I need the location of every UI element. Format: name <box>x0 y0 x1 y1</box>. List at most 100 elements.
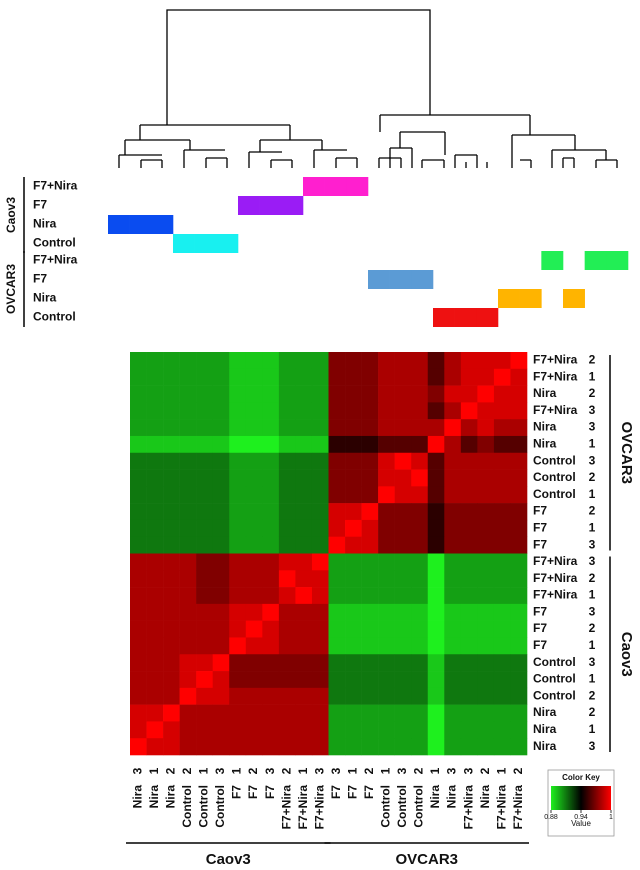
column-rep: 1 <box>345 767 359 774</box>
heatmap-cell <box>212 402 230 420</box>
row-label: Control <box>533 688 576 702</box>
row-label: Control <box>533 672 576 686</box>
heatmap-cell <box>163 654 180 672</box>
key-axis-label: Value <box>571 819 591 828</box>
heatmap-cell <box>510 352 528 370</box>
heatmap-cell <box>130 385 147 403</box>
heatmap-cell <box>361 620 379 638</box>
heatmap-cell <box>493 603 511 621</box>
heatmap-cell <box>262 704 280 722</box>
heatmap-cell <box>179 570 197 588</box>
heatmap-cell <box>262 469 280 487</box>
heatmap-cell <box>278 654 296 672</box>
heatmap-cell <box>130 469 147 487</box>
heatmap-cell <box>212 519 230 538</box>
heatmap-cell <box>378 536 395 554</box>
heatmap-cell <box>245 603 263 621</box>
heatmap-cell <box>328 671 346 689</box>
heatmap-cell <box>361 452 379 470</box>
heatmap-cell <box>311 435 329 454</box>
annotation-cell <box>368 270 390 289</box>
heatmap-cell <box>411 721 429 739</box>
heatmap-cell <box>345 435 362 454</box>
heatmap-cell <box>493 553 511 571</box>
heatmap-cell <box>328 402 346 420</box>
heatmap-cell <box>245 503 263 521</box>
heatmap-cell <box>229 587 247 605</box>
heatmap-cell <box>328 435 346 454</box>
heatmap-cell <box>444 402 462 420</box>
heatmap-cell <box>179 469 197 487</box>
heatmap-cell <box>212 385 230 403</box>
heatmap-cell <box>278 620 296 638</box>
heatmap-cell <box>477 687 495 705</box>
heatmap-cell <box>411 687 429 705</box>
heatmap-cell <box>229 536 247 554</box>
heatmap-cell <box>146 704 164 722</box>
row-label: F7 <box>533 638 547 652</box>
heatmap-cell <box>328 352 346 370</box>
heatmap-cell <box>130 603 147 621</box>
heatmap-cell <box>262 620 280 638</box>
heatmap-cell <box>328 738 346 756</box>
heatmap-cell <box>460 352 478 370</box>
heatmap-cell <box>427 368 445 386</box>
heatmap-cell <box>229 352 247 370</box>
heatmap-cell <box>510 738 528 756</box>
heatmap-cell <box>411 503 429 521</box>
heatmap-cell <box>477 587 495 605</box>
column-label: Nira <box>445 785 459 809</box>
heatmap-cell <box>212 738 230 756</box>
heatmap-cell <box>163 603 180 621</box>
annotation-cell <box>238 196 260 215</box>
heatmap-cell <box>229 671 247 689</box>
column-rep: 2 <box>180 767 194 774</box>
heatmap-cell <box>295 721 313 739</box>
annotation-cell <box>476 308 499 327</box>
heatmap-cell <box>444 553 462 571</box>
heatmap-cell <box>278 587 296 605</box>
heatmap-cell <box>212 368 230 386</box>
heatmap-cell <box>229 603 247 621</box>
heatmap-cell <box>179 671 197 689</box>
heatmap-cell <box>311 721 329 739</box>
row-rep: 2 <box>589 504 596 518</box>
heatmap-cell <box>295 738 313 756</box>
heatmap-cell <box>510 368 528 386</box>
heatmap-cell <box>460 704 478 722</box>
column-rep: 3 <box>312 767 326 774</box>
annotation-group-label: OVCAR3 <box>4 264 18 314</box>
heatmap-cell <box>262 503 280 521</box>
heatmap-cell <box>427 419 445 437</box>
column-rep: 3 <box>130 767 144 774</box>
heatmap-cell <box>163 536 180 554</box>
annotation-cell <box>606 251 629 270</box>
annotation-cell <box>346 177 369 196</box>
heatmap-cell <box>245 570 263 588</box>
heatmap-cell <box>278 402 296 420</box>
heatmap-cell <box>460 687 478 705</box>
heatmap-cell <box>229 553 247 571</box>
annotation-label: Nira <box>33 291 57 305</box>
heatmap-cell <box>361 671 379 689</box>
heatmap-cell <box>427 620 445 638</box>
heatmap-cell <box>510 687 528 705</box>
heatmap-cell <box>311 486 329 504</box>
column-rep: 1 <box>197 767 211 774</box>
heatmap-cell <box>212 603 230 621</box>
heatmap-cell <box>345 469 362 487</box>
heatmap-cell <box>361 721 379 739</box>
heatmap-cell <box>311 587 329 605</box>
heatmap-cell <box>411 603 429 621</box>
heatmap-cell <box>262 671 280 689</box>
heatmap-cell <box>328 536 346 554</box>
heatmap-cell <box>345 553 362 571</box>
heatmap-cell <box>328 419 346 437</box>
heatmap-cell <box>163 469 180 487</box>
heatmap-cell <box>262 435 280 454</box>
row-label: F7+Nira <box>533 588 578 602</box>
heatmap-cell <box>460 671 478 689</box>
heatmap-cell <box>328 452 346 470</box>
column-rep: 1 <box>147 767 161 774</box>
heatmap-cell <box>394 687 412 705</box>
